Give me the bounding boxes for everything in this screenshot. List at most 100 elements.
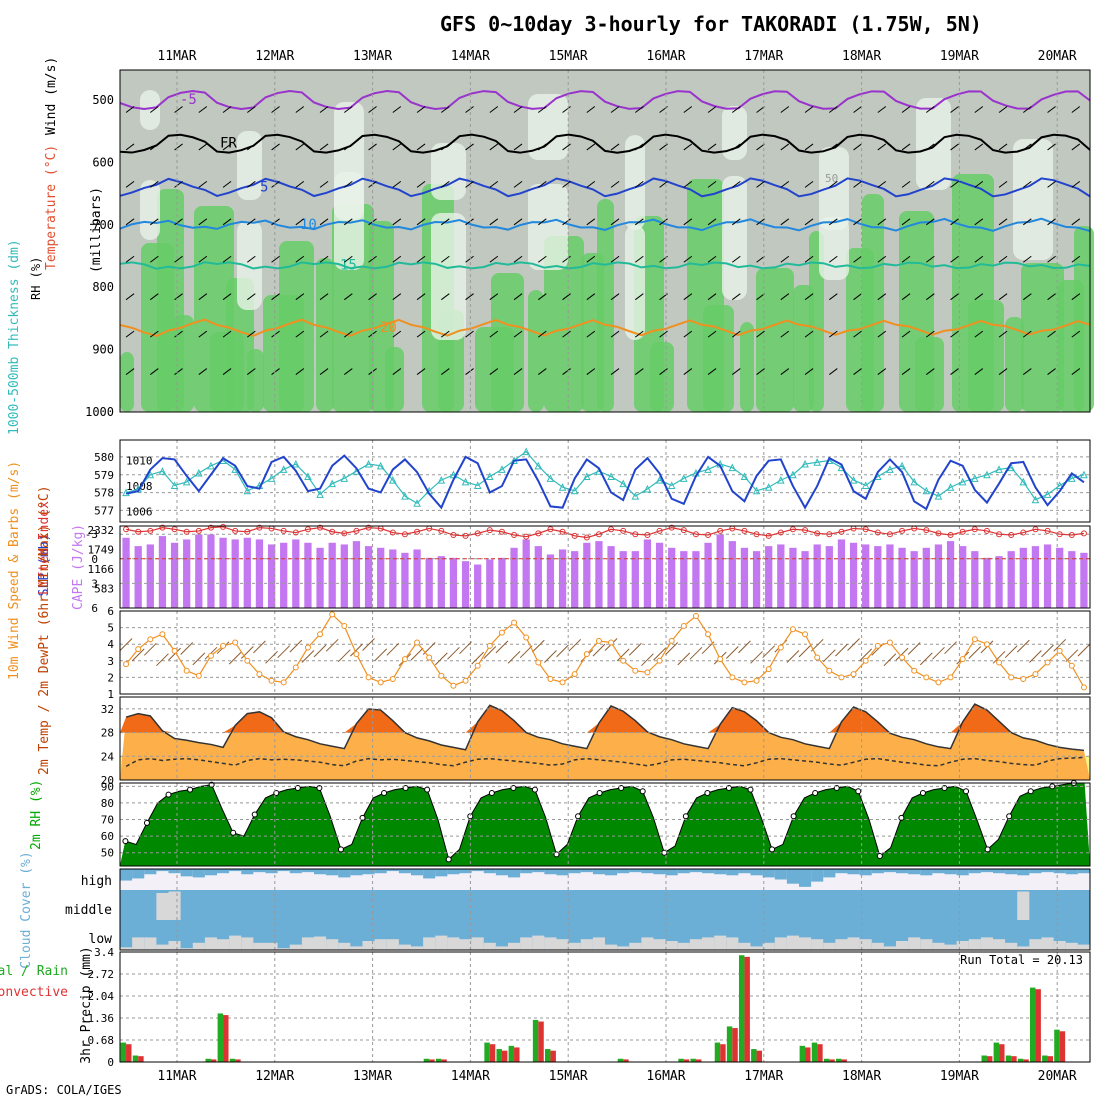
cape-bar — [195, 534, 203, 608]
footer-credit: GrADS: COLA/IGES — [6, 1083, 122, 1097]
wind-barb — [683, 143, 693, 151]
cloud-low-bar — [871, 942, 884, 950]
cape-bar — [510, 547, 518, 608]
cloud-high-bar — [435, 869, 448, 877]
wind-barb — [271, 255, 280, 263]
wind-barb — [344, 293, 353, 301]
wind-barb — [441, 218, 450, 226]
cape-bar — [631, 551, 639, 608]
cloud-low-bar — [277, 948, 290, 950]
lifted-marker — [462, 532, 469, 539]
wind-barb — [392, 143, 402, 151]
cape-tick: 583 — [94, 583, 114, 596]
thickness-marker — [849, 475, 858, 484]
wind-barb — [271, 143, 280, 151]
wind-barb — [1047, 106, 1056, 113]
precip-convective-bar — [1023, 1059, 1029, 1062]
surface-wind-barb — [835, 643, 848, 657]
wind-barb — [1071, 330, 1081, 338]
cloud-high-bar — [362, 869, 375, 875]
lifted-marker — [244, 528, 251, 535]
lifted-marker — [353, 527, 360, 534]
wind-barb — [780, 368, 790, 375]
wind-barb — [683, 255, 693, 263]
cloud-low-bar — [301, 937, 314, 950]
cloud-high-bar — [204, 869, 217, 876]
wind-barb — [344, 106, 353, 113]
wind-barb — [829, 255, 838, 263]
cape-bar — [777, 544, 785, 608]
cloud-high-bar — [398, 869, 411, 874]
cloud-high-bar — [1077, 869, 1090, 874]
precip-convective-bar — [1011, 1056, 1017, 1062]
wind-barb — [465, 255, 474, 263]
rh-moist-patch — [316, 258, 334, 412]
rh-marker — [984, 846, 991, 853]
wind-barb — [974, 143, 984, 151]
cloud-high-bar — [823, 869, 836, 878]
cloud-high-bar — [689, 869, 702, 873]
wind-barb — [877, 293, 887, 301]
thickness-marker — [304, 472, 312, 481]
wind-speed-marker — [438, 672, 445, 679]
wind-barb — [538, 293, 547, 301]
wind-barb — [683, 330, 693, 338]
cape-bar — [170, 542, 179, 608]
cloud-high-bar — [774, 869, 787, 880]
precip-total-bar — [617, 1058, 624, 1062]
wind-barb — [998, 368, 1008, 375]
cape-bar — [1080, 552, 1088, 608]
wind-barb — [295, 368, 305, 375]
wind-barb — [562, 255, 571, 263]
wind-barb — [174, 330, 183, 338]
rh-marker — [790, 813, 797, 820]
thickness-marker — [328, 479, 336, 488]
cloud-high-bar — [653, 869, 666, 875]
surface-wind-barb — [434, 652, 448, 666]
wind-barb — [610, 255, 620, 263]
thickness-marker — [958, 477, 967, 486]
cape-bar — [304, 542, 312, 608]
lifted-marker — [438, 527, 445, 534]
cape-bar — [862, 544, 870, 608]
cape-bar — [668, 547, 676, 608]
cloud-low-bar — [750, 946, 763, 950]
wind-barb — [853, 330, 862, 338]
wind-barb — [489, 330, 499, 338]
wind-barb — [683, 180, 693, 188]
cloud-low-bar — [811, 939, 824, 950]
surface-wind-barb — [568, 638, 582, 652]
cape-bar — [680, 551, 688, 608]
wind-barb — [247, 106, 256, 113]
wind-barb — [804, 180, 814, 188]
rh-dry-patch — [528, 184, 568, 270]
cape-bar — [267, 544, 276, 608]
cloud-low-bar — [629, 942, 642, 950]
surface-wind-barb — [1029, 650, 1042, 663]
precip-total-bar — [738, 955, 745, 1062]
isotherm-label-FR: FR — [220, 136, 237, 152]
cloud-low-bar — [544, 937, 557, 950]
wind-barb — [125, 106, 135, 113]
wind-speed-marker — [741, 679, 748, 686]
rh-moist-patch — [141, 243, 174, 412]
cloud-low-bar — [483, 942, 496, 950]
cape-bar — [995, 556, 1003, 608]
wind-barb — [465, 143, 474, 151]
wind-barb — [416, 255, 426, 263]
precip-total-bar — [532, 1019, 539, 1062]
precip-convective-bar — [1059, 1031, 1066, 1062]
cloud-high-bar — [762, 869, 775, 878]
rh-marker — [165, 791, 172, 798]
wind-barb — [659, 330, 668, 338]
wind-barb — [319, 106, 329, 113]
wind-barb — [538, 143, 547, 151]
thickness-marker — [340, 474, 349, 482]
lifted-marker — [838, 528, 845, 535]
day-label-bottom: 18MAR — [842, 1069, 881, 1084]
thickness-marker — [777, 475, 785, 484]
rh-marker — [855, 788, 862, 795]
cloud-low-bar — [374, 939, 387, 950]
cape-bar — [389, 549, 397, 608]
wind-barb — [198, 368, 208, 375]
